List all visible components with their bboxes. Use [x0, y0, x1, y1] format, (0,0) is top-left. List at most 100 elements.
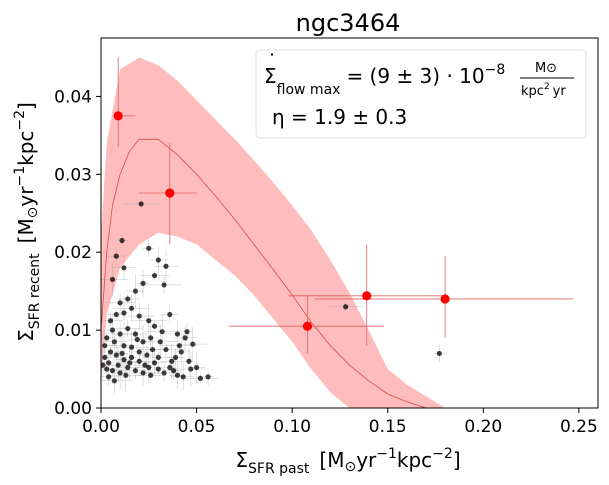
pixel-point [180, 374, 186, 380]
y-tick-label: 0.01 [54, 321, 92, 341]
pixel-point [132, 331, 139, 337]
pixel-point [121, 310, 127, 316]
pixel-point [140, 339, 146, 345]
pixel-point [151, 360, 158, 366]
pixel-point [121, 357, 127, 363]
pixel-point [119, 237, 125, 244]
annotation-line2: η = 1.9 ± 0.3 [272, 105, 407, 129]
pixel-point [193, 364, 200, 371]
pixel-point [128, 344, 135, 350]
flow-max-subscript: flow max [277, 82, 341, 98]
pixel-point [150, 346, 156, 353]
pixel-point [148, 372, 154, 378]
pixel-point [104, 366, 110, 372]
binned-point [165, 188, 175, 198]
pixel-point [125, 296, 131, 302]
pixel-point [169, 358, 175, 364]
pixel-point [121, 265, 127, 271]
y-tick-label: 0.00 [54, 399, 92, 419]
pixel-point [109, 276, 116, 283]
pixel-point [136, 358, 142, 364]
pixel-point [167, 364, 173, 371]
pixel-point [117, 300, 123, 306]
binned-point [362, 291, 372, 301]
y-tick-label: 0.02 [54, 243, 92, 263]
pixel-point [115, 362, 121, 368]
binned-point [440, 294, 450, 304]
pixel-point [144, 352, 150, 358]
units-den-kpc: kpc [521, 84, 544, 99]
y-tick-label: 0.04 [54, 87, 92, 107]
pixel-point [176, 343, 182, 349]
pixel-point [113, 311, 119, 318]
pixel-point [109, 368, 116, 374]
x-tick-label: 0.10 [273, 417, 311, 437]
pixel-point [121, 343, 127, 349]
pixel-point [140, 370, 146, 376]
pixel-point [184, 329, 190, 335]
pixel-point [102, 343, 108, 349]
pixel-point [151, 323, 158, 329]
y-axis-label: ΣSFR recent[M⊙yr−1kpc−2] [12, 102, 43, 342]
pixel-point [142, 362, 148, 368]
pixel-point [132, 288, 139, 294]
units-den-yr: yr [553, 84, 567, 99]
units-den-exp: 2 [544, 82, 550, 92]
pixel-point [128, 354, 135, 360]
pixel-point [146, 318, 152, 324]
pixel-point [136, 313, 142, 319]
units-numerator: M⊙ [535, 61, 557, 76]
pixel-point [148, 335, 154, 341]
annotation-box: Σflow max = (9 ± 3) · 10−8 ˙ M⊙ kpc2 yr η … [255, 49, 587, 139]
x-axis-ticks: 0.00 0.05 0.10 0.15 0.20 0.25 [82, 408, 598, 437]
pixel-point [127, 360, 133, 366]
pixel-point [134, 336, 140, 343]
pixel-point [174, 331, 181, 337]
plot-frame [100, 37, 599, 409]
pixel-point [140, 280, 146, 286]
pixel-point [174, 372, 181, 378]
sigma-dot-accent: ˙ [267, 50, 277, 74]
x-tick-label: 0.25 [560, 417, 598, 437]
model-line [101, 138, 427, 408]
pixel-point [136, 349, 142, 355]
plot-area [101, 57, 574, 408]
sigma-dot-symbol: Σ [264, 64, 277, 88]
annotation-line1: Σflow max = (9 ± 3) · 10−8 [264, 62, 505, 98]
pixel-point [111, 339, 117, 345]
pixel-point [163, 346, 169, 353]
pixel-point [182, 335, 188, 341]
pixel-points [101, 201, 442, 384]
x-tick-label: 0.15 [369, 417, 407, 437]
pixel-point [436, 350, 442, 357]
pixel-point [172, 354, 179, 360]
pixel-point [159, 329, 165, 335]
pixel-point [146, 364, 152, 371]
flow-max-equation: = (9 ± 3) · 10 [346, 64, 484, 88]
pixel-point [117, 331, 123, 337]
pixel-point [343, 304, 349, 310]
pixel-point [128, 305, 135, 311]
pixel-point [106, 374, 112, 380]
pixel-point [155, 257, 161, 263]
pixel-point [101, 362, 106, 368]
x-tick-label: 0.05 [178, 417, 216, 437]
pixel-point [190, 341, 196, 347]
pixel-point [146, 245, 152, 251]
pixel-point [117, 370, 123, 376]
pixel-point [205, 374, 211, 380]
binned-point [113, 111, 123, 121]
pixel-point [155, 354, 161, 360]
pixel-point [161, 282, 167, 288]
pixel-point [138, 201, 144, 207]
pixel-point [104, 335, 110, 341]
pixel-point [157, 339, 163, 345]
pixel-point [161, 370, 167, 376]
pixel-point [163, 263, 169, 269]
pixel-point [109, 327, 116, 333]
y-tick-label: 0.03 [54, 165, 92, 185]
pixel-point [125, 325, 131, 332]
pixel-point [113, 253, 119, 259]
pixel-point [167, 311, 173, 318]
